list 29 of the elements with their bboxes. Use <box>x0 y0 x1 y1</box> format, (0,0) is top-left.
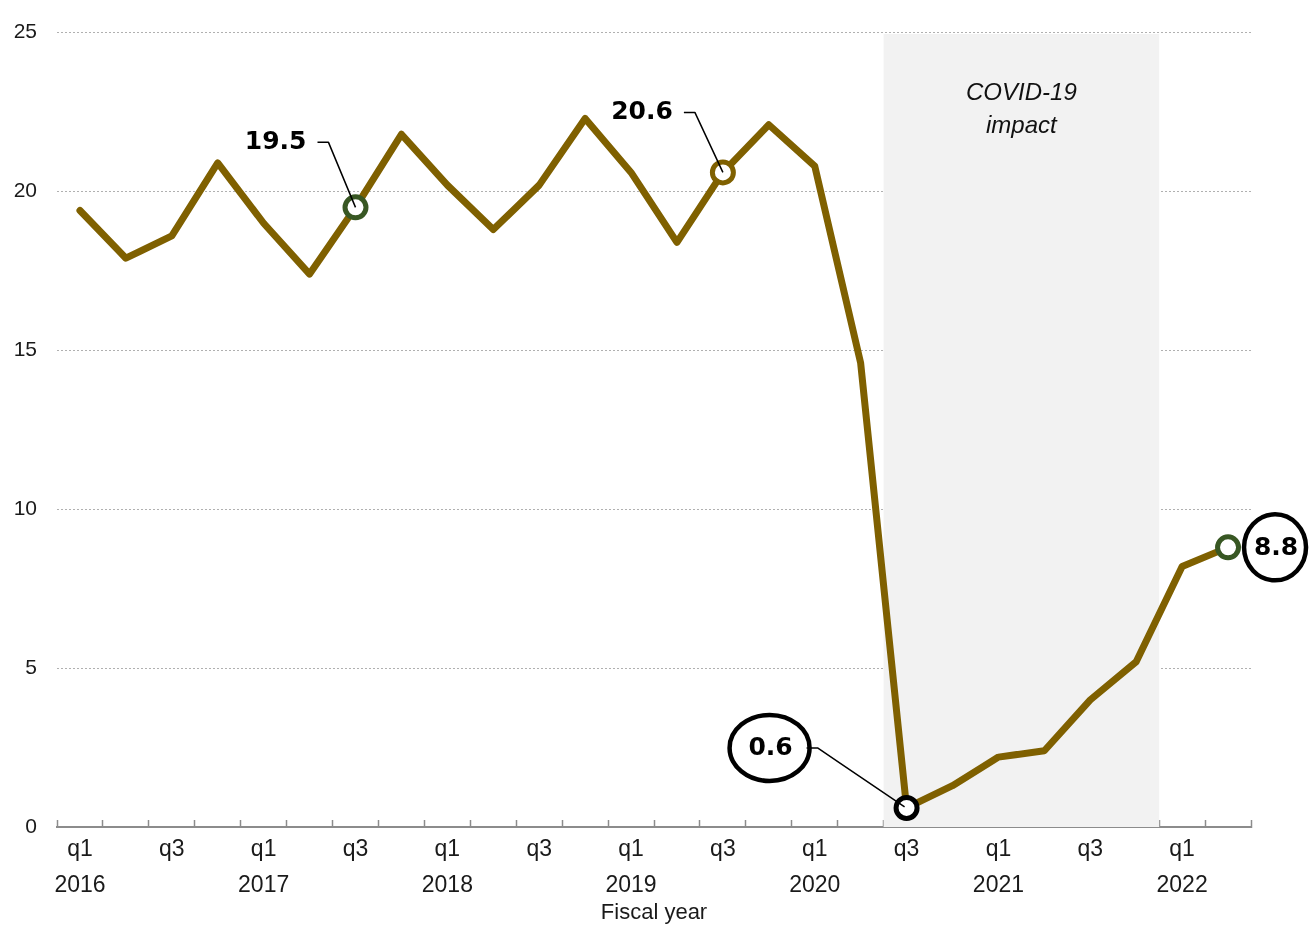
data-label: 19.5 <box>244 125 307 155</box>
y-tick-label: 25 <box>13 19 37 43</box>
point <box>893 794 920 821</box>
y-tick-label: 0 <box>25 813 37 837</box>
x-tick-label: q1 2016 <box>54 835 106 897</box>
x-tick-label: q1 2018 <box>421 835 473 897</box>
point <box>342 194 369 221</box>
data-label: 0.6 <box>748 732 793 762</box>
data-label: 20.6 <box>611 95 673 125</box>
y-tick-label: 15 <box>13 337 37 361</box>
y-tick-label: 5 <box>25 654 37 678</box>
x-tick-label: q3 <box>1077 835 1104 862</box>
y-tick-label: 20 <box>13 178 37 202</box>
x-tick-label: q3 <box>893 835 920 862</box>
point <box>1215 534 1242 561</box>
x-tick-label: q3 <box>159 835 185 862</box>
x-tick-label: q1 2020 <box>789 835 841 897</box>
annotation: COVID-19 impact <box>966 78 1077 139</box>
x-tick-label: q1 2019 <box>605 835 657 897</box>
y-tick-label: 10 <box>13 496 37 520</box>
x-tick-label: q3 <box>342 835 369 862</box>
x-tick-label: q3 <box>710 835 736 862</box>
x-tick-label: q1 2022 <box>1156 835 1208 897</box>
data-label: 8.8 <box>1253 531 1299 561</box>
x-axis-title: Fiscal year <box>600 898 708 924</box>
x-tick-label: q3 <box>526 835 552 862</box>
x-tick-label: q1 2021 <box>972 835 1025 897</box>
point <box>709 159 736 186</box>
x-tick-label: q1 2017 <box>238 835 290 897</box>
